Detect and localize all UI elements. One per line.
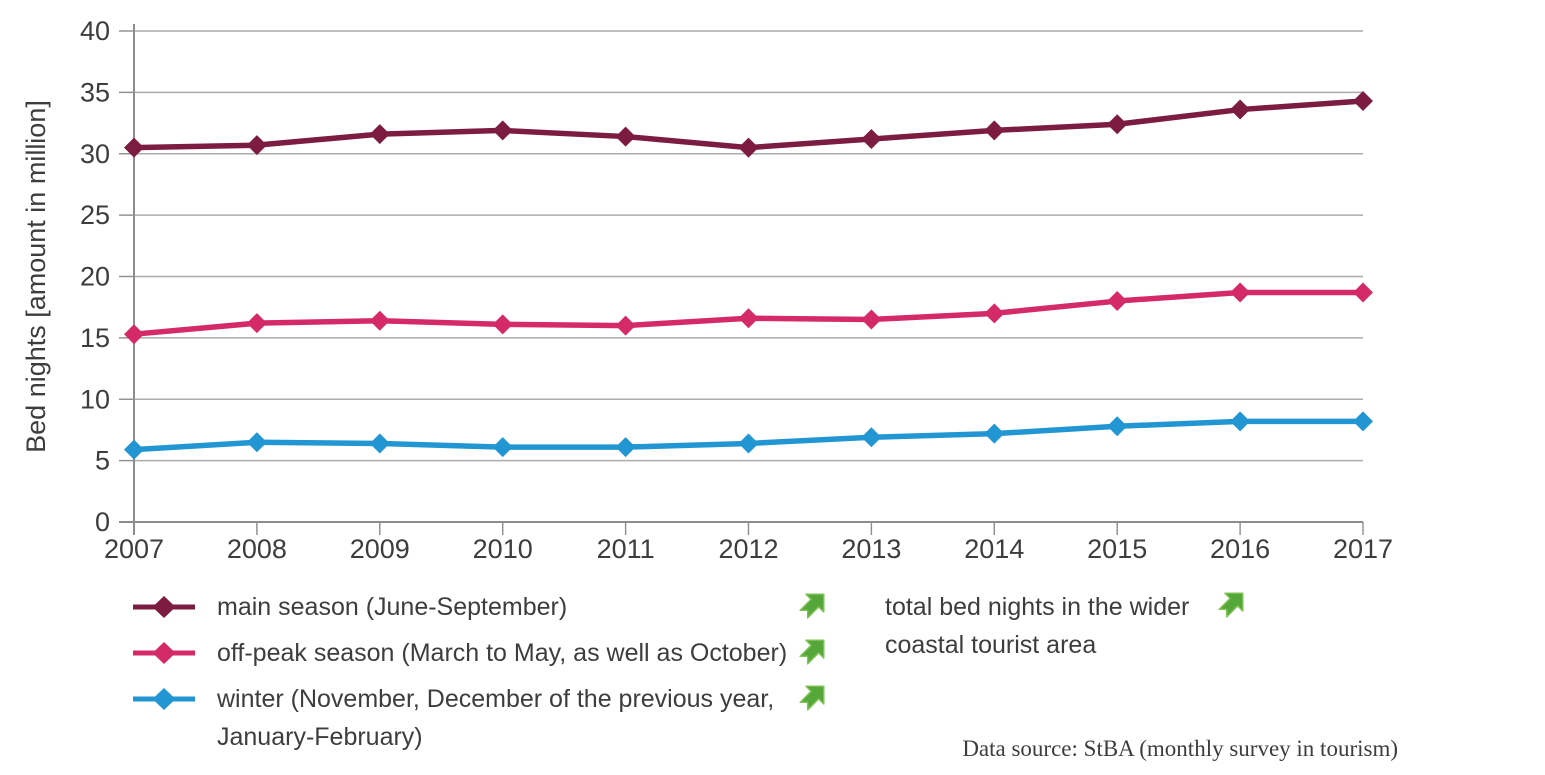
svg-text:25: 25 <box>80 200 110 230</box>
svg-text:2012: 2012 <box>718 534 778 564</box>
svg-text:35: 35 <box>80 77 110 107</box>
off-peak-season-line-marker-icon <box>133 642 195 664</box>
legend-item-main-season: main season (June-September) <box>131 588 567 626</box>
svg-text:2014: 2014 <box>964 534 1024 564</box>
winter-line-marker-icon <box>133 688 195 710</box>
svg-text:2015: 2015 <box>1087 534 1147 564</box>
svg-text:30: 30 <box>80 139 110 169</box>
svg-text:2009: 2009 <box>350 534 410 564</box>
trend-up-arrow-icon <box>799 593 825 619</box>
total-bed-nights-note: total bed nights in the wider coastal to… <box>885 593 1190 659</box>
svg-text:2011: 2011 <box>597 534 655 564</box>
legend-item-off-peak-season: off-peak season (March to May, as well a… <box>131 634 787 672</box>
svg-text:10: 10 <box>80 384 110 414</box>
svg-text:2010: 2010 <box>473 534 533 564</box>
legend-label-main-season: main season (June-September) <box>217 593 568 621</box>
trend-up-arrow-icon <box>799 685 825 711</box>
legend-item-winter: winter (November, December of the previo… <box>131 680 802 756</box>
svg-text:2008: 2008 <box>227 534 287 564</box>
legend-label-off-peak-season: off-peak season (March to May, as well a… <box>217 639 788 667</box>
svg-text:20: 20 <box>80 262 110 292</box>
main-season-line-marker-icon <box>133 596 195 618</box>
svg-text:2017: 2017 <box>1333 534 1393 564</box>
svg-text:5: 5 <box>95 446 110 476</box>
data-source-label: Data source: StBA (monthly survey in tou… <box>962 736 1398 761</box>
svg-text:2016: 2016 <box>1210 534 1270 564</box>
legend-label-winter: winter (November, December of the previo… <box>217 685 775 751</box>
line-chart-plot-area: 0 5 10 15 20 25 30 35 40 2007 2008 2009 2010 2011 2012… <box>21 16 1393 564</box>
svg-text:15: 15 <box>80 323 110 353</box>
svg-text:40: 40 <box>80 16 110 46</box>
svg-text:2007: 2007 <box>104 534 164 564</box>
trend-up-arrow-icon <box>1218 592 1244 618</box>
svg-text:2013: 2013 <box>841 534 901 564</box>
svg-text:0: 0 <box>95 507 110 537</box>
svg-text:Bed nights [amount in million]: Bed nights [amount in million] <box>21 100 51 453</box>
trend-up-arrow-icon <box>799 639 825 665</box>
